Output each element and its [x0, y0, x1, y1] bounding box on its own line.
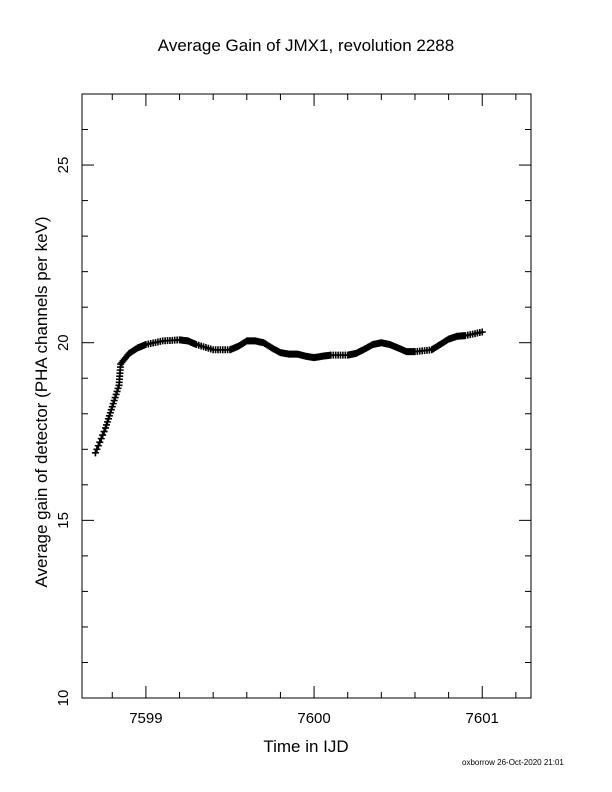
- plot-frame: [81, 93, 532, 699]
- y-axis-label: Average gain of detector (PHA channels p…: [32, 216, 51, 588]
- x-axis-label: Time in IJD: [263, 737, 349, 756]
- data-point: [91, 449, 99, 457]
- y-tick-label: 15: [55, 512, 72, 529]
- data-point: [93, 445, 101, 453]
- data-point: [99, 431, 107, 439]
- y-tick-label: 25: [55, 157, 72, 174]
- data-point: [478, 328, 486, 336]
- x-tick-label: 7601: [466, 710, 499, 727]
- y-tick-label: 20: [55, 334, 72, 351]
- data-point: [94, 442, 102, 450]
- data-points: [91, 328, 486, 457]
- footer-credit: oxborrow 26-Oct-2020 21:01: [462, 758, 564, 767]
- axis-ticks: [82, 94, 531, 698]
- data-point: [97, 435, 105, 443]
- chart-title: Average Gain of JMX1, revolution 2288: [157, 36, 455, 55]
- x-tick-label: 7599: [129, 710, 162, 727]
- x-tick-label: 7600: [297, 710, 330, 727]
- data-point: [100, 428, 108, 436]
- tick-labels: 7599 7600 7601 10 15 20 25: [55, 157, 499, 727]
- data-point: [96, 438, 104, 446]
- y-tick-label: 10: [55, 690, 72, 707]
